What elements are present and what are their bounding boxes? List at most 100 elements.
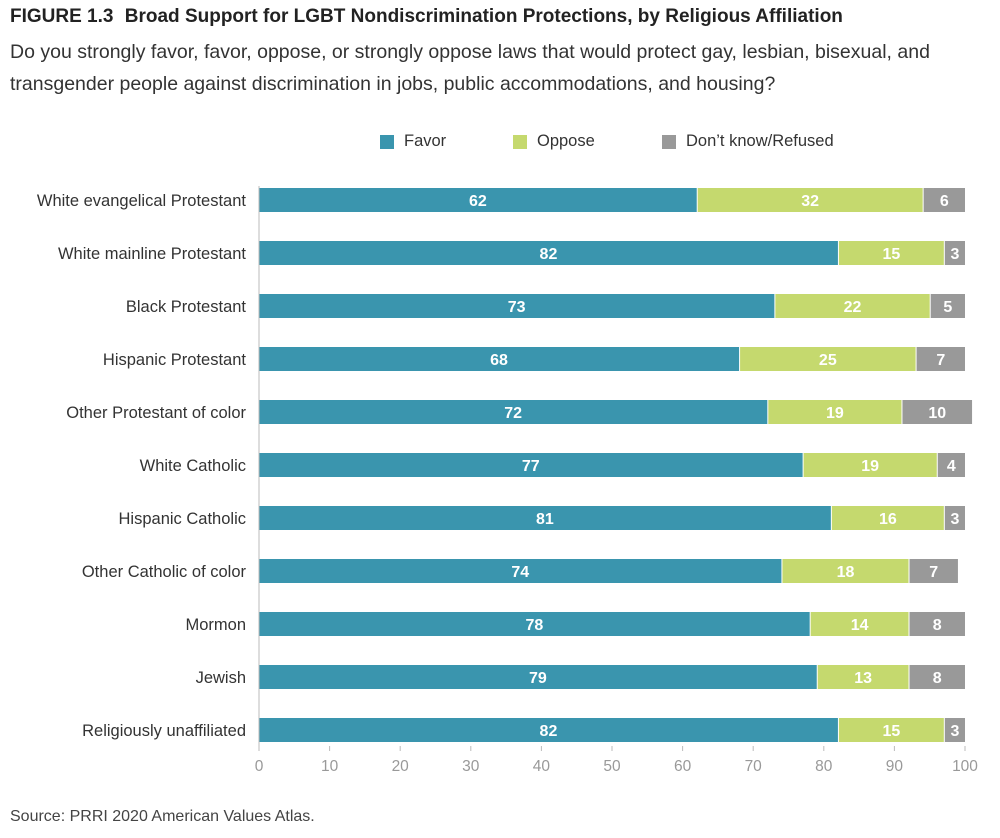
data-label-don-t-know-refused-other-catholic-of-color: 7 (929, 564, 938, 581)
bar-don-t-know-refused-mormon (909, 612, 965, 636)
x-tick-label-60: 60 (674, 758, 692, 775)
data-label-oppose-white-evangelical-protestant: 32 (801, 193, 819, 210)
category-label-white-evangelical-protestant: White evangelical Protestant (37, 192, 247, 210)
data-label-favor-other-catholic-of-color: 74 (511, 564, 529, 581)
data-label-oppose-hispanic-catholic: 16 (879, 511, 897, 528)
chart-subtitle: Do you strongly favor, favor, oppose, or… (10, 41, 930, 95)
data-label-favor-hispanic-protestant: 68 (490, 352, 508, 369)
data-label-don-t-know-refused-white-evangelical-protestant: 6 (940, 193, 949, 210)
category-label-white-mainline-protestant: White mainline Protestant (58, 245, 246, 263)
data-label-oppose-other-protestant-of-color: 19 (826, 405, 844, 422)
data-label-don-t-know-refused-mormon: 8 (933, 617, 942, 634)
legend-item-favor: Favor (380, 132, 446, 151)
bar-oppose-religiously-unaffiliated (838, 718, 944, 742)
bar-oppose-other-protestant-of-color (768, 400, 902, 424)
bar-don-t-know-refused-black-protestant (930, 294, 965, 318)
data-label-oppose-other-catholic-of-color: 18 (837, 564, 855, 581)
bar-favor-hispanic-protestant (259, 347, 740, 371)
data-label-favor-hispanic-catholic: 81 (536, 511, 554, 528)
data-label-favor-white-catholic: 77 (522, 458, 540, 475)
x-tick-label-30: 30 (462, 758, 480, 775)
figure-label: FIGURE 1.3 (10, 6, 114, 27)
data-label-don-t-know-refused-hispanic-catholic: 3 (950, 511, 959, 528)
x-tick-label-70: 70 (745, 758, 763, 775)
legend-swatch-oppose (513, 134, 527, 149)
bar-favor-hispanic-catholic (259, 506, 831, 530)
bar-oppose-white-catholic (803, 453, 937, 477)
data-label-don-t-know-refused-religiously-unaffiliated: 3 (950, 723, 959, 740)
data-label-favor-other-protestant-of-color: 72 (504, 405, 522, 422)
bar-favor-white-evangelical-protestant (259, 188, 697, 212)
stacked-bar-chart: White evangelical Protestant 62 32 6 White m… (37, 186, 978, 775)
bar-favor-jewish (259, 665, 817, 689)
data-label-favor-black-protestant: 73 (508, 299, 526, 316)
bar-favor-religiously-unaffiliated (259, 718, 838, 742)
data-label-oppose-jewish: 13 (854, 670, 872, 687)
data-label-oppose-white-mainline-protestant: 15 (882, 246, 900, 263)
data-label-favor-mormon: 78 (525, 617, 543, 634)
data-label-oppose-religiously-unaffiliated: 15 (882, 723, 900, 740)
bar-don-t-know-refused-hispanic-catholic (944, 506, 965, 530)
category-label-hispanic-catholic: Hispanic Catholic (119, 510, 246, 528)
legend-item-oppose: Oppose (513, 132, 595, 151)
category-label-religiously-unaffiliated: Religiously unaffiliated (82, 722, 246, 740)
data-label-don-t-know-refused-other-protestant-of-color: 10 (928, 405, 946, 422)
bar-don-t-know-refused-white-evangelical-protestant (923, 188, 965, 212)
bar-favor-mormon (259, 612, 810, 636)
data-label-don-t-know-refused-black-protestant: 5 (943, 299, 952, 316)
category-label-other-protestant-of-color: Other Protestant of color (66, 404, 246, 422)
data-label-don-t-know-refused-white-mainline-protestant: 3 (950, 246, 959, 263)
bar-oppose-black-protestant (775, 294, 930, 318)
bar-oppose-other-catholic-of-color (782, 559, 909, 583)
bar-favor-other-catholic-of-color (259, 559, 782, 583)
data-label-don-t-know-refused-jewish: 8 (933, 670, 942, 687)
bar-favor-black-protestant (259, 294, 775, 318)
bar-oppose-white-mainline-protestant (838, 241, 944, 265)
bar-don-t-know-refused-other-protestant-of-color (902, 400, 973, 424)
bar-oppose-jewish (817, 665, 909, 689)
bar-oppose-hispanic-catholic (831, 506, 944, 530)
category-label-other-catholic-of-color: Other Catholic of color (82, 563, 247, 581)
bar-favor-white-catholic (259, 453, 803, 477)
bar-favor-white-mainline-protestant (259, 241, 838, 265)
chart-title: FIGURE 1.3 Broad Support for LGBT Nondis… (10, 6, 843, 28)
x-tick-label-90: 90 (886, 758, 904, 775)
legend-label-dont-know: Don’t know/Refused (686, 132, 834, 150)
category-label-mormon: Mormon (185, 616, 246, 634)
bar-don-t-know-refused-other-catholic-of-color (909, 559, 958, 583)
x-tick-label-0: 0 (255, 758, 264, 775)
data-label-don-t-know-refused-white-catholic: 4 (947, 458, 956, 475)
data-label-favor-white-mainline-protestant: 82 (540, 246, 558, 263)
data-label-oppose-hispanic-protestant: 25 (819, 352, 837, 369)
data-label-oppose-white-catholic: 19 (861, 458, 879, 475)
bar-oppose-mormon (810, 612, 909, 636)
legend-swatch-favor (380, 134, 394, 149)
category-label-white-catholic: White Catholic (140, 457, 246, 475)
legend-label-oppose: Oppose (537, 132, 595, 150)
x-tick-label-40: 40 (533, 758, 551, 775)
bar-favor-other-protestant-of-color (259, 400, 768, 424)
source-note: Source: PRRI 2020 American Values Atlas. (10, 808, 315, 825)
bar-don-t-know-refused-white-catholic (937, 453, 965, 477)
bar-don-t-know-refused-religiously-unaffiliated (944, 718, 965, 742)
data-label-don-t-know-refused-hispanic-protestant: 7 (936, 352, 945, 369)
legend-item-dont-know: Don’t know/Refused (662, 132, 834, 151)
bar-don-t-know-refused-jewish (909, 665, 965, 689)
figure-title: Broad Support for LGBT Nondiscrimination… (124, 6, 843, 27)
legend-label-favor: Favor (404, 132, 447, 150)
bar-don-t-know-refused-white-mainline-protestant (944, 241, 965, 265)
bar-oppose-hispanic-protestant (740, 347, 916, 371)
data-label-favor-white-evangelical-protestant: 62 (469, 193, 487, 210)
category-label-jewish: Jewish (196, 669, 246, 687)
bar-don-t-know-refused-hispanic-protestant (916, 347, 965, 371)
x-tick-label-20: 20 (392, 758, 410, 775)
x-tick-label-10: 10 (321, 758, 339, 775)
bar-oppose-white-evangelical-protestant (697, 188, 923, 212)
x-tick-label-50: 50 (603, 758, 621, 775)
data-label-oppose-black-protestant: 22 (844, 299, 862, 316)
category-label-hispanic-protestant: Hispanic Protestant (103, 351, 246, 369)
x-tick-label-100: 100 (952, 758, 978, 775)
x-tick-label-80: 80 (815, 758, 833, 775)
data-label-favor-jewish: 79 (529, 670, 547, 687)
legend-swatch-dont-know (662, 134, 676, 149)
